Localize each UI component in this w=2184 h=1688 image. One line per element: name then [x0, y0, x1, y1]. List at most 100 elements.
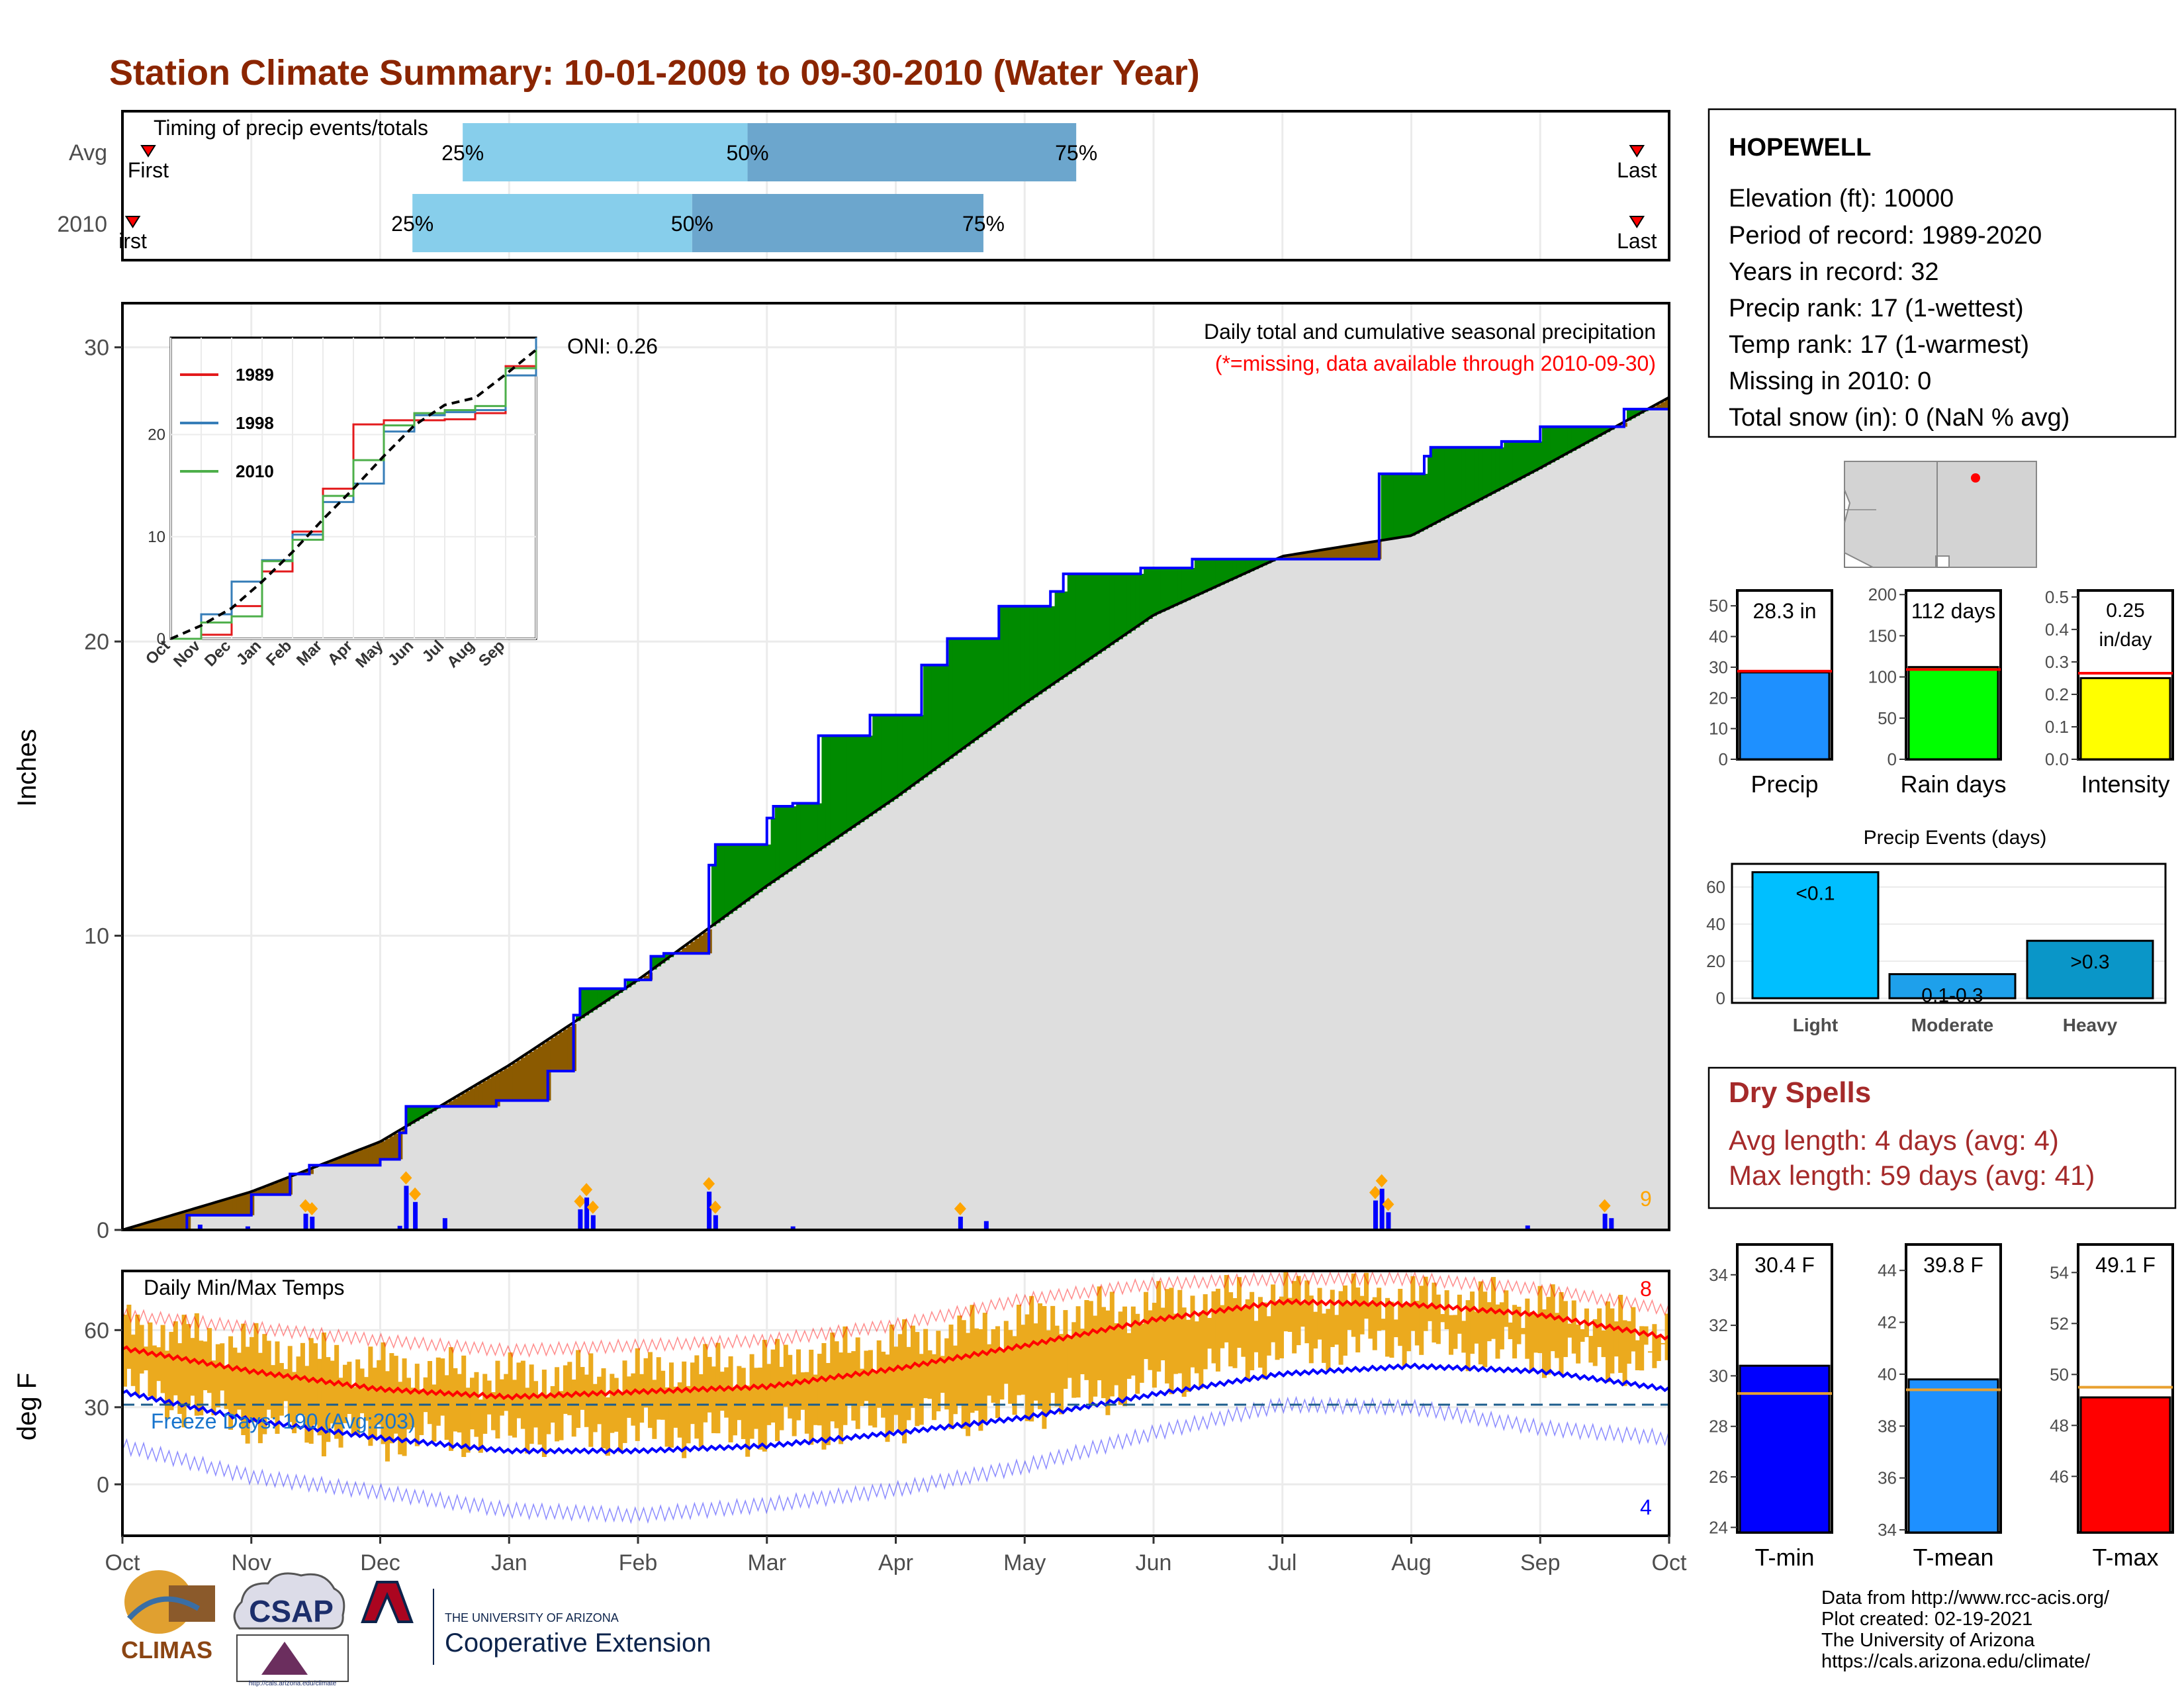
timing-q50-label: 50% — [671, 212, 713, 236]
daily-temp-bar — [851, 1351, 856, 1421]
below-average-band — [338, 1158, 343, 1166]
daily-temp-bar — [804, 1372, 809, 1434]
inset-ytick-label: 0 — [157, 630, 165, 648]
precip-ytick-label: 20 — [84, 630, 109, 655]
above-average-band — [711, 865, 717, 927]
inset-legend-label: 1989 — [236, 365, 274, 385]
temp-t-min-ytick-label: 34 — [1709, 1265, 1728, 1285]
daily-temp-bar — [1661, 1342, 1666, 1344]
above-average-band — [1122, 573, 1128, 637]
above-average-band — [775, 806, 780, 880]
daily-temp-bar — [491, 1392, 496, 1430]
daily-temp-bar — [567, 1362, 572, 1415]
above-average-band — [1042, 606, 1047, 692]
temp-t-mean-value: 39.8 F — [1923, 1253, 1983, 1277]
above-average-band — [804, 803, 810, 860]
daily-temp-bar — [1037, 1303, 1042, 1409]
above-average-band — [584, 988, 590, 1015]
precip-event-marker — [1375, 1174, 1388, 1188]
daily-temp-bar — [944, 1338, 950, 1410]
above-average-band — [1194, 559, 1200, 596]
temp-t-min-value: 30.4 F — [1754, 1253, 1815, 1277]
below-average-band — [1313, 551, 1318, 559]
daily-temp-bar — [279, 1363, 284, 1416]
daily-temp-bar — [144, 1346, 149, 1371]
above-average-band — [868, 735, 874, 817]
above-average-band — [1541, 426, 1547, 467]
daily-temp-bar — [872, 1370, 878, 1428]
above-average-band — [732, 844, 738, 911]
below-average-band — [199, 1207, 204, 1215]
above-average-band — [1156, 568, 1161, 614]
precip-y-axis-label: Inches — [13, 729, 42, 807]
daily-temp-bar — [1181, 1307, 1187, 1397]
daily-temp-bar — [1491, 1277, 1496, 1339]
daily-temp-bar — [165, 1350, 170, 1419]
daily-temp-bar — [897, 1334, 903, 1432]
daily-temp-bar — [1084, 1299, 1089, 1380]
above-average-band — [1080, 573, 1085, 666]
average-min-line — [122, 1362, 1670, 1455]
daily-temp-bar — [1296, 1276, 1301, 1346]
precip-count: 9 — [1640, 1187, 1652, 1211]
daily-temp-bar — [423, 1377, 428, 1413]
daily-temp-bar — [156, 1347, 161, 1382]
month-label: Aug — [1391, 1550, 1432, 1575]
above-average-band — [1537, 441, 1543, 469]
daily-temp-bar — [783, 1344, 788, 1407]
daily-temp-bar — [775, 1338, 780, 1442]
daily-temp-bar — [1126, 1333, 1132, 1379]
above-average-band — [872, 715, 878, 814]
above-average-band — [664, 953, 670, 961]
daily-temp-bar — [991, 1329, 996, 1403]
below-average-band — [698, 935, 704, 954]
daily-temp-bar — [728, 1356, 733, 1442]
above-average-band — [427, 1106, 433, 1114]
cumulative-2010-line — [122, 397, 1670, 1231]
dry-spells-box: Dry Spells Avg length: 4 days (avg: 4) M… — [1707, 1066, 2177, 1209]
above-average-band — [1529, 441, 1534, 474]
above-average-band — [1555, 426, 1560, 460]
dry-spells-avg: Avg length: 4 days (avg: 4) — [1729, 1125, 2059, 1156]
daily-temp-bar — [326, 1357, 331, 1442]
temp-count-bottom: 4 — [1640, 1495, 1652, 1519]
below-average-band — [215, 1202, 221, 1215]
above-average-band — [915, 715, 920, 784]
daily-temp-bar — [1177, 1289, 1183, 1374]
daily-precip-bar — [245, 1226, 250, 1230]
below-average-band — [359, 1149, 365, 1166]
daily-temp-bar — [1266, 1316, 1271, 1356]
daily-temp-bar — [1398, 1288, 1403, 1346]
events-category-label: Light — [1793, 1015, 1838, 1035]
temp-t-max-ytick-label: 50 — [2050, 1364, 2069, 1384]
daily-temp-bar — [148, 1322, 153, 1397]
daily-temp-bar — [1635, 1340, 1640, 1371]
daily-temp-bar — [368, 1346, 373, 1446]
daily-temp-bar — [779, 1366, 784, 1430]
daily-temp-bar — [203, 1341, 208, 1391]
locator-map — [1844, 461, 2037, 568]
summary-intensity-ytick-label: 0.2 — [2045, 684, 2069, 704]
daily-temp-bar — [1021, 1325, 1026, 1395]
average-cumulative-line — [122, 396, 1670, 1231]
precip-event-marker — [954, 1202, 966, 1215]
below-average-band — [194, 1208, 200, 1215]
credits: Data from http://www.rcc-acis.org/ Plot … — [1821, 1587, 2110, 1672]
daily-temp-bar — [541, 1370, 547, 1457]
below-average-band — [1368, 542, 1373, 559]
daily-temp-bar — [470, 1378, 475, 1430]
daily-temp-bar — [1414, 1301, 1420, 1346]
daily-temp-bar — [228, 1336, 234, 1430]
summary-precip-ytick-label: 50 — [1709, 596, 1728, 616]
daily-temp-bar — [1088, 1301, 1093, 1405]
daily-temp-bar — [334, 1344, 340, 1439]
above-average-band — [978, 638, 983, 737]
daily-temp-bar — [1580, 1329, 1585, 1342]
daily-temp-bar — [860, 1368, 865, 1407]
precip-events-title: Precip Events (days) — [1864, 827, 2047, 849]
above-average-band — [987, 638, 992, 731]
summary-rain-days-bar — [1907, 666, 1999, 761]
below-average-band — [1308, 551, 1314, 559]
below-average-band — [148, 1222, 153, 1230]
daily-temp-bar — [1453, 1315, 1458, 1349]
